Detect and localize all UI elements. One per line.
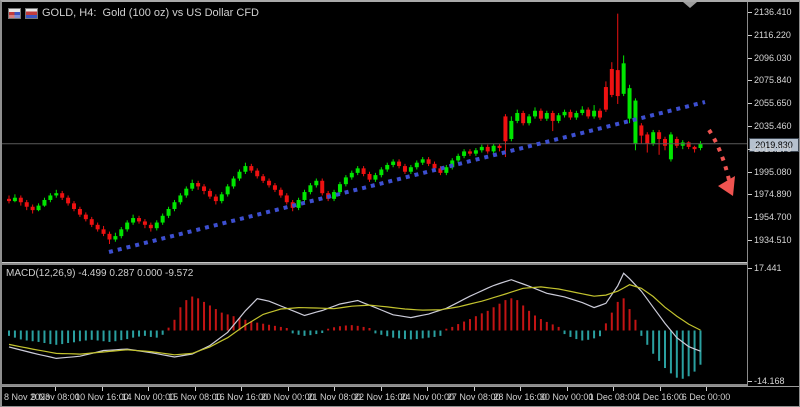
down-arrow-head[interactable] [718, 176, 735, 196]
macd-axis-tick [748, 381, 752, 383]
current-price-label: 2019.830 [749, 137, 799, 152]
macd-panel[interactable] [2, 265, 747, 384]
price-axis-tick [748, 148, 752, 150]
macd-axis-label: -14.168 [754, 376, 785, 387]
time-axis-tick [334, 387, 336, 391]
time-axis-tick [148, 387, 150, 391]
time-axis-label: 24 Nov 00:00 [400, 392, 454, 402]
price-axis-tick [748, 171, 752, 173]
time-axis-tick [55, 387, 57, 391]
chart-title-text: GOLD, H4: Gold (100 oz) vs US Dollar CFD [42, 7, 260, 19]
time-axis-label: 21 Nov 08:00 [307, 392, 362, 402]
price-axis-tick [748, 126, 752, 128]
price-axis-label: 2075.840 [754, 75, 792, 86]
price-axis-label: 1934.510 [754, 235, 792, 246]
macd-histogram-group [8, 296, 702, 379]
time-axis-label: 15 Nov 08:00 [168, 392, 222, 402]
time-axis-label: 9 Nov 08:00 [31, 392, 80, 402]
price-axis-tick [748, 217, 752, 219]
price-axis-label: 2096.030 [754, 52, 792, 63]
time-axis-tick [706, 387, 708, 391]
macd-indicator-label: MACD(12,26,9) -4.499 0.287 0.000 -9.572 [6, 268, 194, 279]
price-axis-label: 1995.080 [754, 166, 792, 177]
price-axis-label: 1974.890 [754, 189, 792, 200]
time-axis-label: 27 Nov 08:00 [446, 392, 501, 402]
symbol-chart-icon [8, 7, 21, 19]
price-axis-label: 2055.650 [754, 98, 792, 109]
price-axis-tick [748, 12, 752, 14]
time-axis-label: 4 Dec 16:00 [635, 392, 684, 402]
price-axis-tick [748, 240, 752, 242]
macd-axis-tick [748, 268, 752, 270]
price-axis-tick [748, 103, 752, 105]
ohlc-grid-icon [25, 7, 38, 19]
price-chart-canvas[interactable] [2, 2, 747, 262]
time-axis-label: 6 Dec 00:00 [681, 392, 731, 402]
time-axis-label: 28 Nov 16:00 [493, 392, 547, 402]
time-axis-tick [473, 387, 475, 391]
time-axis-tick [380, 387, 382, 391]
price-axis-separator [747, 2, 748, 386]
time-axis-label: 22 Nov 16:00 [353, 392, 408, 402]
macd-canvas[interactable] [2, 265, 747, 384]
price-axis-label: 2136.410 [754, 7, 792, 18]
price-axis-label: 2015.270 [754, 143, 792, 154]
time-axis-label: 1 Dec 08:00 [588, 392, 638, 402]
time-axis-tick [659, 387, 661, 391]
chart-shift-marker-icon[interactable] [683, 2, 697, 8]
macd-axis-label: 17.441 [754, 263, 782, 274]
time-axis-label: 8 Nov 2023 [4, 392, 51, 402]
panel-divider[interactable] [2, 262, 799, 265]
price-axis-tick [748, 80, 752, 82]
time-axis-tick [241, 387, 243, 391]
time-axis-label: 10 Nov 16:00 [75, 392, 129, 402]
time-axis-tick [287, 387, 289, 391]
time-axis-tick [566, 387, 568, 391]
price-axis-label: 2035.460 [754, 121, 792, 132]
down-arrow[interactable] [707, 128, 731, 181]
time-axis-label: 14 Nov 00:00 [121, 392, 176, 402]
price-axis[interactable]: 2019.830 2136.410 2116.220 2096.030 2075.84… [748, 2, 799, 386]
price-axis-label: 1954.700 [754, 212, 792, 223]
chart-title-row: GOLD, H4: Gold (100 oz) vs US Dollar CFD [8, 7, 259, 19]
time-axis[interactable]: 8 Nov 2023 9 Nov 08:00 10 Nov 16:00 14 Nov … [2, 386, 799, 406]
time-axis-label: 20 Nov 00:00 [261, 392, 315, 402]
time-axis-tick [101, 387, 103, 391]
price-chart-panel[interactable] [2, 2, 747, 262]
trendline[interactable] [108, 100, 706, 254]
price-axis-tick [748, 194, 752, 196]
time-axis-label: 16 Nov 16:00 [214, 392, 269, 402]
time-axis-tick [194, 387, 196, 391]
macd-signal-line [8, 284, 701, 356]
time-axis-tick [427, 387, 429, 391]
price-axis-tick [748, 57, 752, 59]
time-axis-label: 30 Nov 00:00 [539, 392, 594, 402]
time-axis-tick [520, 387, 522, 391]
panel-divider-bottom[interactable] [2, 384, 799, 386]
time-axis-tick [613, 387, 615, 391]
price-axis-label: 2116.220 [754, 29, 791, 40]
price-axis-tick [748, 34, 752, 36]
macd-line [8, 272, 701, 360]
